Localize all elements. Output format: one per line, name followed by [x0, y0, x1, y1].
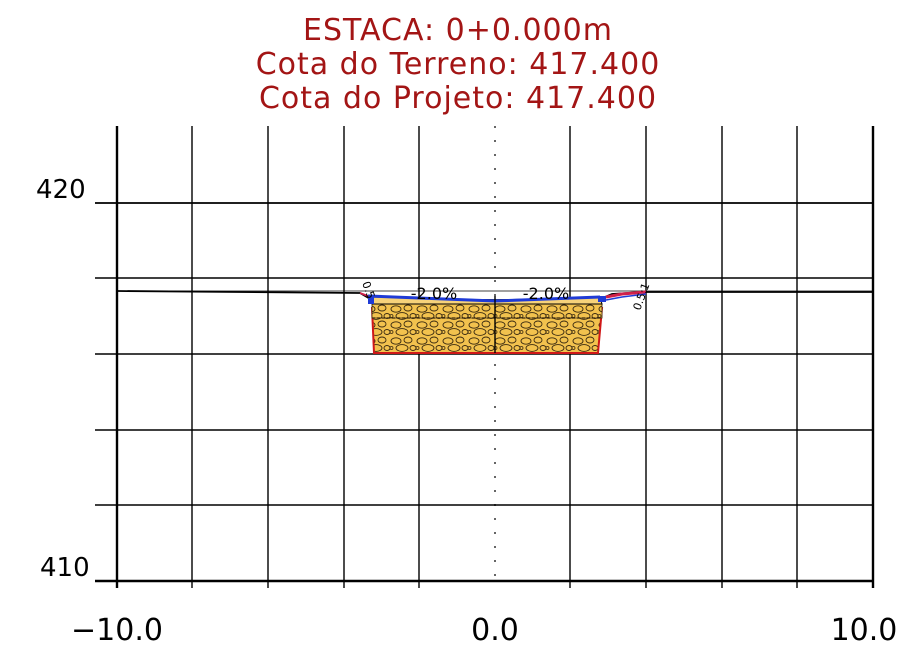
section-header: ESTACA: 0+0.000m Cota do Terreno: 417.40…	[0, 14, 916, 116]
x-tick-10: 10.0	[831, 613, 898, 648]
station-label: ESTACA: 0+0.000m	[303, 13, 613, 48]
x-tick-0: 0.0	[471, 613, 519, 648]
y-tick-410: 410	[40, 553, 90, 583]
slope-left-label: -2.0%	[411, 284, 457, 303]
horizontal-grid	[95, 202, 873, 583]
side-slope-right-label: 0.5:1	[631, 281, 653, 312]
slope-right-label: -2.0%	[523, 284, 569, 303]
ground-elevation-label: Cota do Terreno: 417.400	[255, 47, 661, 82]
y-tick-420: 420	[36, 175, 86, 205]
vertical-grid	[115, 126, 875, 588]
design-elevation-label: Cota do Projeto: 417.400	[258, 81, 658, 116]
x-tick-minus-10: −10.0	[71, 613, 163, 648]
pavement-structure	[359, 290, 647, 354]
side-slope-left-label: 0.5	[359, 280, 377, 301]
